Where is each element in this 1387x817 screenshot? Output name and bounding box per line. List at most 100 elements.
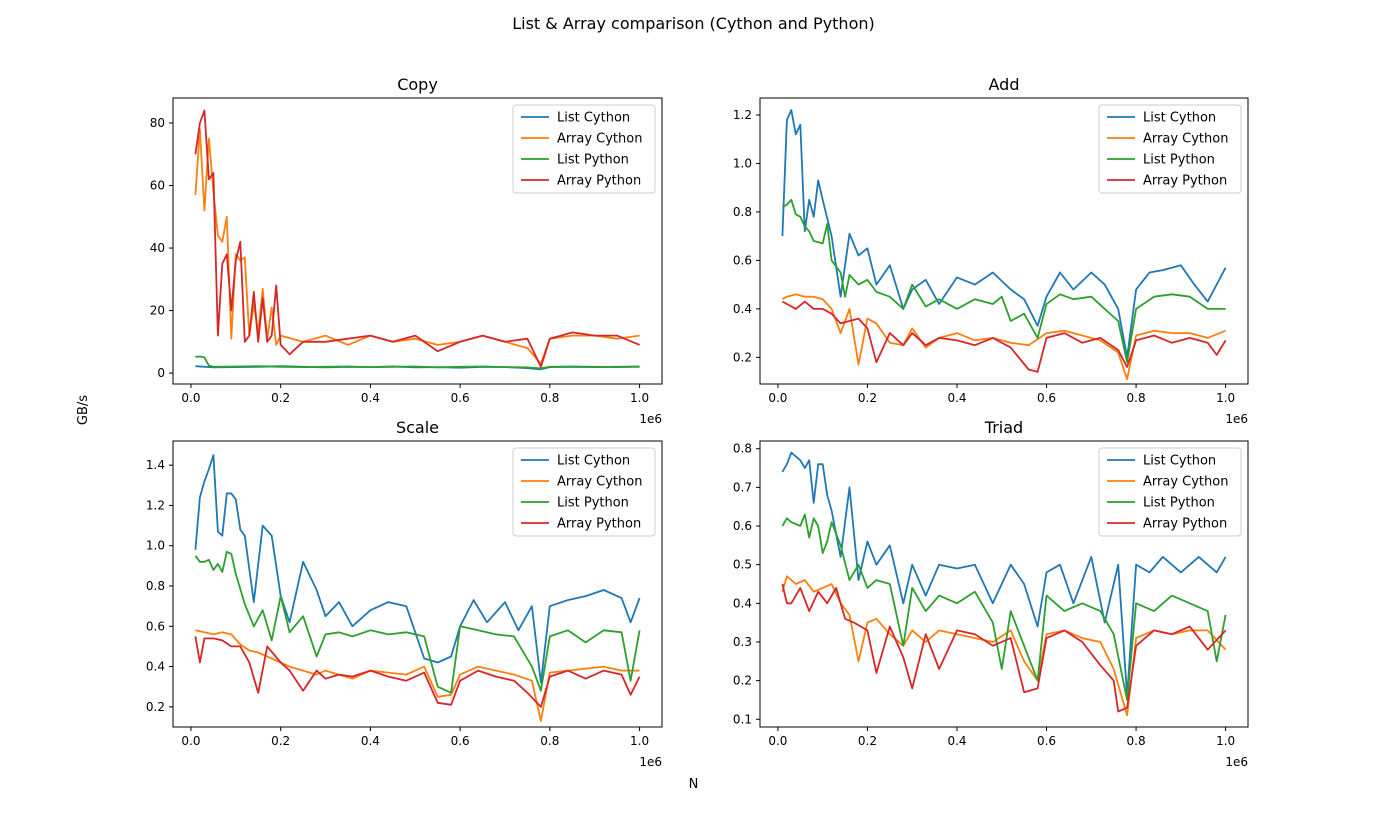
y-tick-label: 40 xyxy=(150,241,165,255)
x-tick-label: 0.4 xyxy=(361,734,380,748)
y-tick-label: 0.4 xyxy=(146,660,165,674)
subplot-panels: Copy 0.0 0.2 0.4 0.6 0.8 1.0 1e6 0 20 40 60 80 List C… xyxy=(146,75,1249,769)
series-line-list-python xyxy=(781,198,1226,364)
x-tick-label: 0.0 xyxy=(181,734,200,748)
y-tick-label: 0.8 xyxy=(733,205,752,219)
x-tick-label: 0.8 xyxy=(540,391,559,405)
legend-label-array-cython: Array Cython xyxy=(557,132,642,147)
x-offset-label: 1e6 xyxy=(1225,755,1248,769)
subplot-triad: Triad 0.0 0.2 0.4 0.6 0.8 1.0 1e6 0.1 0.2 0.3 0.4 0.… xyxy=(733,418,1249,769)
legend-label-array-cython: Array Cython xyxy=(1143,132,1228,147)
x-tick-label: 0.8 xyxy=(1127,734,1146,748)
legend-label-list-cython: List Cython xyxy=(557,111,630,126)
y-tick-label: 0 xyxy=(157,366,165,380)
series-line-array-cython xyxy=(195,629,640,722)
legend-label-array-python: Array Python xyxy=(1143,174,1227,189)
legend-label-list-python: List Python xyxy=(1143,496,1215,511)
series-line-array-python xyxy=(781,300,1227,373)
series-group xyxy=(194,454,641,722)
y-tick-label: 0.2 xyxy=(733,674,752,688)
subplot-title: Add xyxy=(989,75,1020,94)
legend-label-list-cython: List Cython xyxy=(1143,454,1216,469)
x-tick-label: 1.0 xyxy=(630,391,649,405)
y-tick-label: 20 xyxy=(150,304,165,318)
y-tick-label: 0.4 xyxy=(733,596,752,610)
legend-box xyxy=(512,447,656,537)
y-tick-label: 0.6 xyxy=(146,619,165,633)
subplot-scale: Scale 0.0 0.2 0.4 0.6 0.8 1.0 1e6 0.2 0.4 0.6 0.8 1.… xyxy=(146,418,663,769)
legend-label-list-python: List Python xyxy=(557,496,629,511)
x-tick-label: 0.2 xyxy=(858,391,877,405)
series-line-list-python xyxy=(195,355,640,370)
x-offset-label: 1e6 xyxy=(639,412,662,426)
subplot-add: Add 0.0 0.2 0.4 0.6 0.8 1.0 1e6 0.2 0.4 0.6 0.8 1.0 1… xyxy=(733,75,1249,426)
y-tick-label: 1.0 xyxy=(146,539,165,553)
y-tick-label: 1.0 xyxy=(733,156,752,170)
x-tick-label: 0.6 xyxy=(451,734,470,748)
x-tick-label: 0.0 xyxy=(768,734,787,748)
x-tick-label: 0.0 xyxy=(181,391,200,405)
x-offset-label: 1e6 xyxy=(639,755,662,769)
series-line-array-python xyxy=(194,109,640,368)
x-tick-label: 0.6 xyxy=(1037,734,1056,748)
subplot-copy: Copy 0.0 0.2 0.4 0.6 0.8 1.0 1e6 0 20 40 60 80 List C… xyxy=(150,75,663,426)
y-tick-label: 0.7 xyxy=(733,480,752,494)
x-tick-label: 0.2 xyxy=(858,734,877,748)
legend: List Cython Array Cython List Python Array … xyxy=(512,104,656,194)
y-tick-label: 1.2 xyxy=(146,498,165,512)
x-tick-label: 0.4 xyxy=(361,391,380,405)
axes-frame xyxy=(172,97,663,385)
y-tick-label: 0.6 xyxy=(733,519,752,533)
legend-label-array-cython: Array Cython xyxy=(1143,475,1228,490)
x-tick-label: 0.4 xyxy=(947,391,966,405)
axes-frame xyxy=(759,97,1249,385)
x-tick-label: 0.6 xyxy=(451,391,470,405)
legend-label-array-cython: Array Cython xyxy=(557,475,642,490)
x-tick-label: 0.2 xyxy=(271,734,290,748)
legend-box xyxy=(1098,447,1242,537)
y-tick-label: 80 xyxy=(150,116,165,130)
x-tick-label: 0.6 xyxy=(1037,391,1056,405)
y-tick-label: 0.2 xyxy=(146,700,165,714)
legend-label-list-python: List Python xyxy=(1143,153,1215,168)
y-tick-label: 0.6 xyxy=(733,253,752,267)
x-tick-label: 0.0 xyxy=(768,391,787,405)
x-tick-label: 0.8 xyxy=(540,734,559,748)
figure-xlabel: N xyxy=(689,777,699,792)
series-line-list-python xyxy=(194,550,641,694)
series-group xyxy=(781,451,1227,717)
x-tick-label: 1.0 xyxy=(1216,391,1235,405)
y-tick-label: 0.8 xyxy=(146,579,165,593)
legend-box xyxy=(512,104,656,194)
y-tick-label: 60 xyxy=(150,179,165,193)
subplot-title: Copy xyxy=(397,75,438,94)
legend: List Cython Array Cython List Python Array … xyxy=(1098,104,1242,194)
series-group xyxy=(781,109,1227,381)
y-tick-label: 1.2 xyxy=(733,108,752,122)
legend-label-list-cython: List Cython xyxy=(1143,111,1216,126)
legend-label-list-cython: List Cython xyxy=(557,454,630,469)
series-group xyxy=(194,109,640,371)
y-tick-label: 0.8 xyxy=(733,442,752,456)
legend: List Cython Array Cython List Python Array … xyxy=(512,447,656,537)
y-tick-label: 0.3 xyxy=(733,635,752,649)
legend-label-array-python: Array Python xyxy=(557,517,641,532)
y-tick-label: 1.4 xyxy=(146,458,165,472)
subplot-title: Scale xyxy=(396,418,439,437)
series-line-array-python xyxy=(194,636,641,708)
y-tick-label: 0.2 xyxy=(733,350,752,364)
y-tick-label: 0.4 xyxy=(733,302,752,316)
x-tick-label: 1.0 xyxy=(1216,734,1235,748)
legend-box xyxy=(1098,104,1242,194)
subplot-title: Triad xyxy=(984,418,1023,437)
series-line-array-python xyxy=(781,583,1227,713)
legend-label-array-python: Array Python xyxy=(557,174,641,189)
x-offset-label: 1e6 xyxy=(1225,412,1248,426)
legend: List Cython Array Cython List Python Array … xyxy=(1098,447,1242,537)
y-tick-label: 0.5 xyxy=(733,558,752,572)
series-line-array-cython xyxy=(781,293,1226,381)
figure-ylabel: GB/s xyxy=(76,395,91,425)
series-line-list-cython xyxy=(194,454,641,684)
legend-label-list-python: List Python xyxy=(557,153,629,168)
